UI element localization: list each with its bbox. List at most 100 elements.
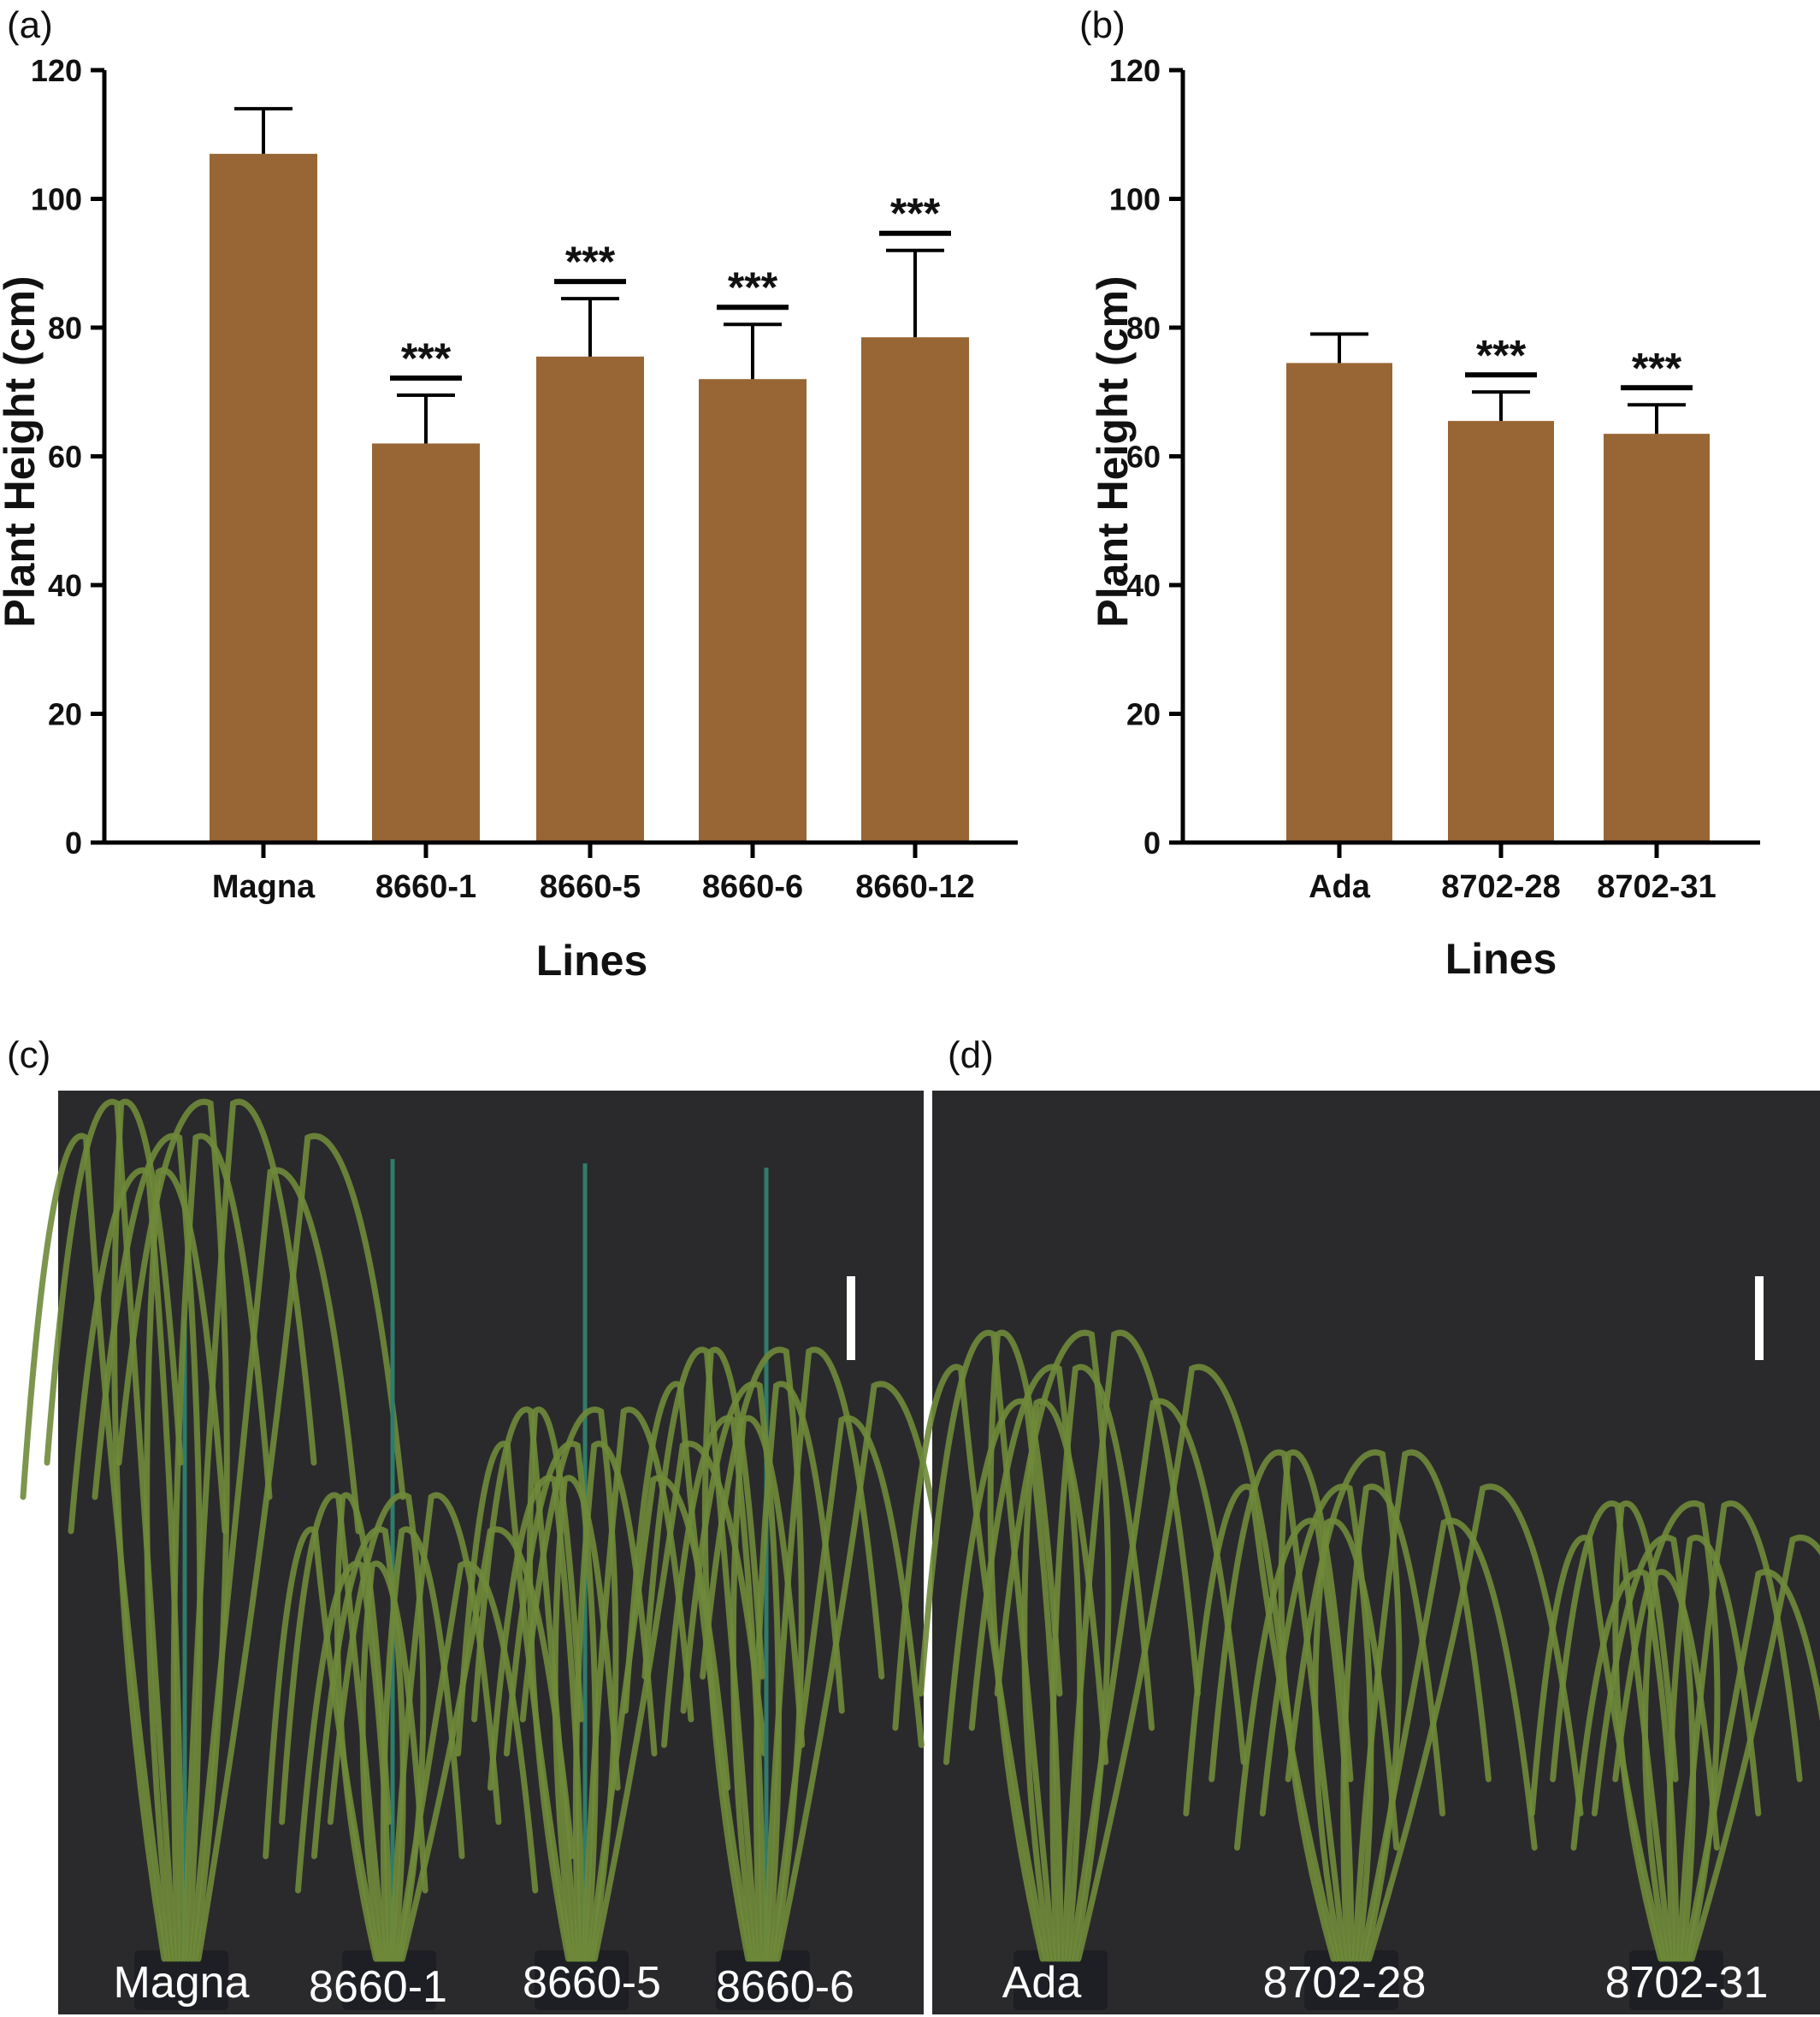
x-tick-label-a-3: 8660-6 bbox=[702, 869, 803, 905]
photo-d-leaf-0-9 bbox=[994, 1329, 1112, 1962]
bar-b-2 bbox=[1604, 434, 1710, 843]
bar-a-2 bbox=[536, 356, 644, 843]
sig-label-b-1: *** bbox=[1476, 331, 1527, 379]
sig-label-a-3: *** bbox=[728, 263, 778, 311]
y-tick-label-a-2: 40 bbox=[48, 568, 82, 603]
photo-d-leaf-0-6 bbox=[1061, 1329, 1201, 1962]
photo-d-label-ada: Ada bbox=[1002, 1958, 1082, 2008]
chart-b-xlabel: Lines bbox=[1445, 935, 1557, 983]
panel-letter-b: (b) bbox=[1079, 4, 1126, 46]
photo-c-pot-3 bbox=[716, 1950, 810, 2010]
photo-d-leaf-2-7 bbox=[1591, 1535, 1697, 1962]
panel-letter-c: (c) bbox=[7, 1034, 50, 1076]
photo-d-leaf-2-1 bbox=[1528, 1535, 1667, 1962]
photo-c-label-magna: Magna bbox=[114, 1958, 250, 2008]
photo-d-leaf-0-10 bbox=[1075, 1363, 1293, 1962]
photo-c-leaf-3-2 bbox=[730, 1415, 806, 1962]
photo-d-leaf-2-5 bbox=[1570, 1569, 1680, 1962]
chart-a: (a) *** *** *** *** 0 20 40 60 80 100 120 Magna 8660… bbox=[0, 4, 1018, 985]
bar-b-0 bbox=[1286, 363, 1392, 843]
scale-bar-d bbox=[1755, 1276, 1764, 1360]
x-tick-label-a-1: 8660-1 bbox=[375, 869, 476, 905]
scale-bar-c bbox=[847, 1276, 855, 1360]
photo-d-leaf-1-7 bbox=[1259, 1483, 1374, 1962]
chart-b: (b) *** *** 0 20 40 60 80 100 120 Ada 8702-28 8702-… bbox=[1079, 4, 1760, 983]
photo-d-pot-1 bbox=[1304, 1950, 1398, 2010]
photo-c-leaf-3-7 bbox=[680, 1381, 783, 1962]
x-tick-label-b-0: Ada bbox=[1309, 869, 1371, 905]
chart-a-ylabel: Plant Height (cm) bbox=[0, 275, 44, 627]
photo-c-leaf-0-1 bbox=[20, 1133, 171, 1962]
photo-d-leaf-1-9 bbox=[1285, 1449, 1403, 1962]
photo-d-leaf-0-0 bbox=[987, 1329, 1063, 1962]
y-tick-label-b-3: 60 bbox=[1126, 440, 1161, 475]
photo-d-leaf-1-2 bbox=[1312, 1517, 1400, 1962]
photo-c-leaf-1-7 bbox=[310, 1526, 406, 1962]
photo-c: (c) Magna 8660-1 8660-5 8660-6 bbox=[7, 1034, 965, 2014]
photo-c-label-8660-5: 8660-5 bbox=[523, 1958, 661, 2008]
y-tick-label-a-4: 80 bbox=[48, 311, 82, 346]
photo-d-plants bbox=[892, 1329, 1820, 2010]
photo-c-leaf-3-6 bbox=[762, 1346, 885, 1962]
photo-d-pot-2 bbox=[1629, 1950, 1723, 2010]
photo-c-label-8660-6: 8660-6 bbox=[716, 1962, 854, 2012]
bar-a-0 bbox=[210, 153, 317, 843]
photo-d-leaf-2-9 bbox=[1612, 1500, 1721, 1962]
photo-d-leaf-2-10 bbox=[1688, 1535, 1820, 1962]
photo-d-leaf-2-2 bbox=[1641, 1569, 1720, 1962]
photo-c-leaf-0-10 bbox=[195, 1133, 406, 1962]
photo-d-label-8702-31: 8702-31 bbox=[1605, 1958, 1769, 2008]
photo-c-leaf-0-7 bbox=[92, 1133, 204, 1962]
photo-c-pot-0 bbox=[134, 1950, 228, 2010]
bar-a-4 bbox=[861, 337, 969, 843]
photo-d-leaf-1-4 bbox=[1340, 1483, 1446, 1962]
photo-d-leaf-2-6 bbox=[1676, 1500, 1803, 1962]
photo-d-label-8702-28: 8702-28 bbox=[1263, 1958, 1427, 2008]
chart-b-ylabel: Plant Height (cm) bbox=[1089, 275, 1137, 627]
photo-c-leaf-2-7 bbox=[503, 1440, 599, 1962]
y-tick-label-a-5: 100 bbox=[31, 182, 82, 217]
photo-c-leaf-2-3 bbox=[471, 1406, 580, 1962]
photo-d-leaf-0-3 bbox=[918, 1329, 1057, 1962]
y-tick-label-a-6: 120 bbox=[31, 53, 82, 88]
y-tick-label-b-5: 100 bbox=[1109, 182, 1161, 217]
photo-c-label-8660-1: 8660-1 bbox=[309, 1962, 447, 2012]
chart-a-plot: *** *** *** *** 0 20 40 60 80 100 120 Magna 8660-1 86… bbox=[31, 53, 1018, 905]
photo-c-leaf-0-9 bbox=[115, 1098, 230, 1962]
bar-a-1 bbox=[372, 443, 480, 843]
y-tick-label-b-2: 40 bbox=[1126, 568, 1161, 603]
photo-c-leaf-0-6 bbox=[181, 1098, 317, 1962]
photo-c-leaf-2-10 bbox=[591, 1440, 768, 1962]
chart-b-plot: *** *** 0 20 40 60 80 100 120 Ada 8702-28 8702-31 bbox=[1109, 53, 1760, 905]
photo-c-plants bbox=[20, 1098, 965, 2010]
photo-d: (d) Ada 8702-28 8702-31 bbox=[892, 1034, 1820, 2014]
x-tick-label-a-0: Magna bbox=[212, 869, 316, 905]
photo-d-leaf-2-4 bbox=[1666, 1535, 1762, 1962]
photo-d-leaf-0-5 bbox=[943, 1398, 1064, 1962]
bar-a-3 bbox=[699, 379, 807, 843]
sig-label-a-4: *** bbox=[890, 190, 941, 238]
sig-label-a-1: *** bbox=[401, 334, 452, 382]
y-tick-label-b-0: 0 bbox=[1143, 825, 1161, 861]
photo-c-leaf-0-5 bbox=[68, 1167, 185, 1962]
photo-d-leaf-0-1 bbox=[892, 1363, 1049, 1962]
photo-c-leaf-3-3 bbox=[641, 1346, 760, 1962]
y-tick-label-b-6: 120 bbox=[1109, 53, 1161, 88]
photo-c-leaf-3-9 bbox=[700, 1346, 805, 1962]
x-tick-label-b-1: 8702-28 bbox=[1441, 869, 1560, 905]
photo-c-leaf-2-1 bbox=[455, 1440, 575, 1962]
photo-d-leaf-0-7 bbox=[968, 1363, 1084, 1962]
x-tick-label-a-2: 8660-5 bbox=[540, 869, 641, 905]
photo-d-leaf-1-3 bbox=[1208, 1449, 1348, 1962]
chart-a-xlabel: Lines bbox=[536, 937, 648, 985]
panel-letter-a: (a) bbox=[7, 4, 53, 46]
photo-c-leaf-3-4 bbox=[753, 1381, 845, 1962]
y-tick-label-b-1: 20 bbox=[1126, 697, 1161, 732]
sig-label-a-2: *** bbox=[565, 238, 616, 286]
photo-c-pot-2 bbox=[535, 1950, 629, 2010]
photo-d-leaf-2-3 bbox=[1550, 1500, 1674, 1962]
photo-d-pot-0 bbox=[1013, 1950, 1108, 2010]
photo-c-leaf-1-5 bbox=[295, 1560, 393, 1962]
photo-d-leaf-0-2 bbox=[1021, 1398, 1109, 1962]
